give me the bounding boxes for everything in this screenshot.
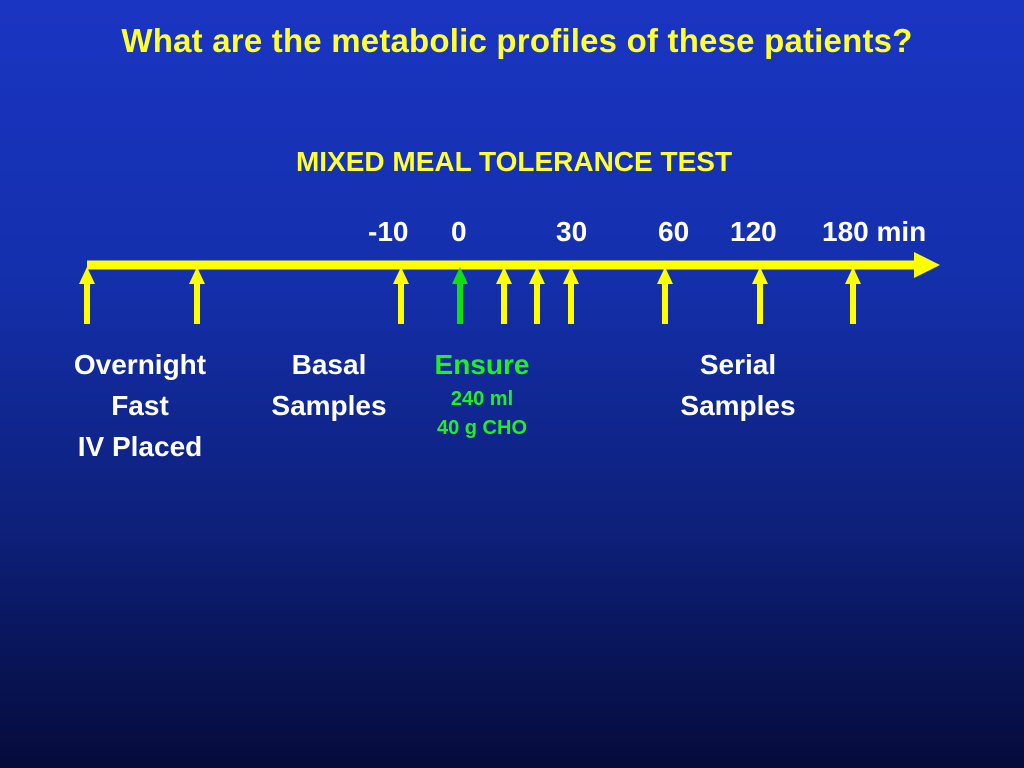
serial-line: Serial <box>699 349 777 380</box>
timeline-arrowhead <box>914 252 940 278</box>
time-label-180-min: 180 min <box>822 216 927 247</box>
ensure-arrow <box>452 267 468 324</box>
ensure-label: Ensure 240 ml 40 g CHO <box>412 344 552 443</box>
time-label-minus-10: -10 <box>368 216 409 247</box>
ensure-carbs: 40 g CHO <box>436 417 528 439</box>
time-label-30: 30 <box>556 216 588 247</box>
sample-arrow <box>845 267 861 324</box>
sample-arrow <box>529 267 545 324</box>
ensure-volume: 240 ml <box>450 388 514 410</box>
sample-arrow <box>79 267 95 324</box>
sampling-arrows <box>79 267 861 324</box>
iv-placed-line: IV Placed <box>77 431 203 462</box>
sample-arrow <box>657 267 673 324</box>
basal-line: Basal <box>291 349 367 380</box>
samples-line: Samples <box>271 390 387 421</box>
ensure-name: Ensure <box>434 349 530 380</box>
serial-samples-line: Samples <box>680 390 796 421</box>
sample-arrow <box>563 267 579 324</box>
time-label-120: 120 <box>730 216 777 247</box>
fast-line: Fast <box>111 390 169 421</box>
sample-arrow <box>393 267 409 324</box>
time-label-0: 0 <box>451 216 467 247</box>
sample-arrow <box>496 267 512 324</box>
serial-samples-label: Serial Samples <box>660 344 816 426</box>
overnight-line: Overnight <box>73 349 207 380</box>
basal-samples-label: Basal Samples <box>253 344 405 426</box>
diagram-subtitle: MIXED MEAL TOLERANCE TEST <box>295 146 733 177</box>
slide-title: What are the metabolic profiles of these… <box>121 22 913 59</box>
sample-arrow <box>752 267 768 324</box>
overnight-fast-label: Overnight Fast IV Placed <box>58 344 222 467</box>
time-label-60: 60 <box>658 216 690 247</box>
sample-arrow <box>189 267 205 324</box>
